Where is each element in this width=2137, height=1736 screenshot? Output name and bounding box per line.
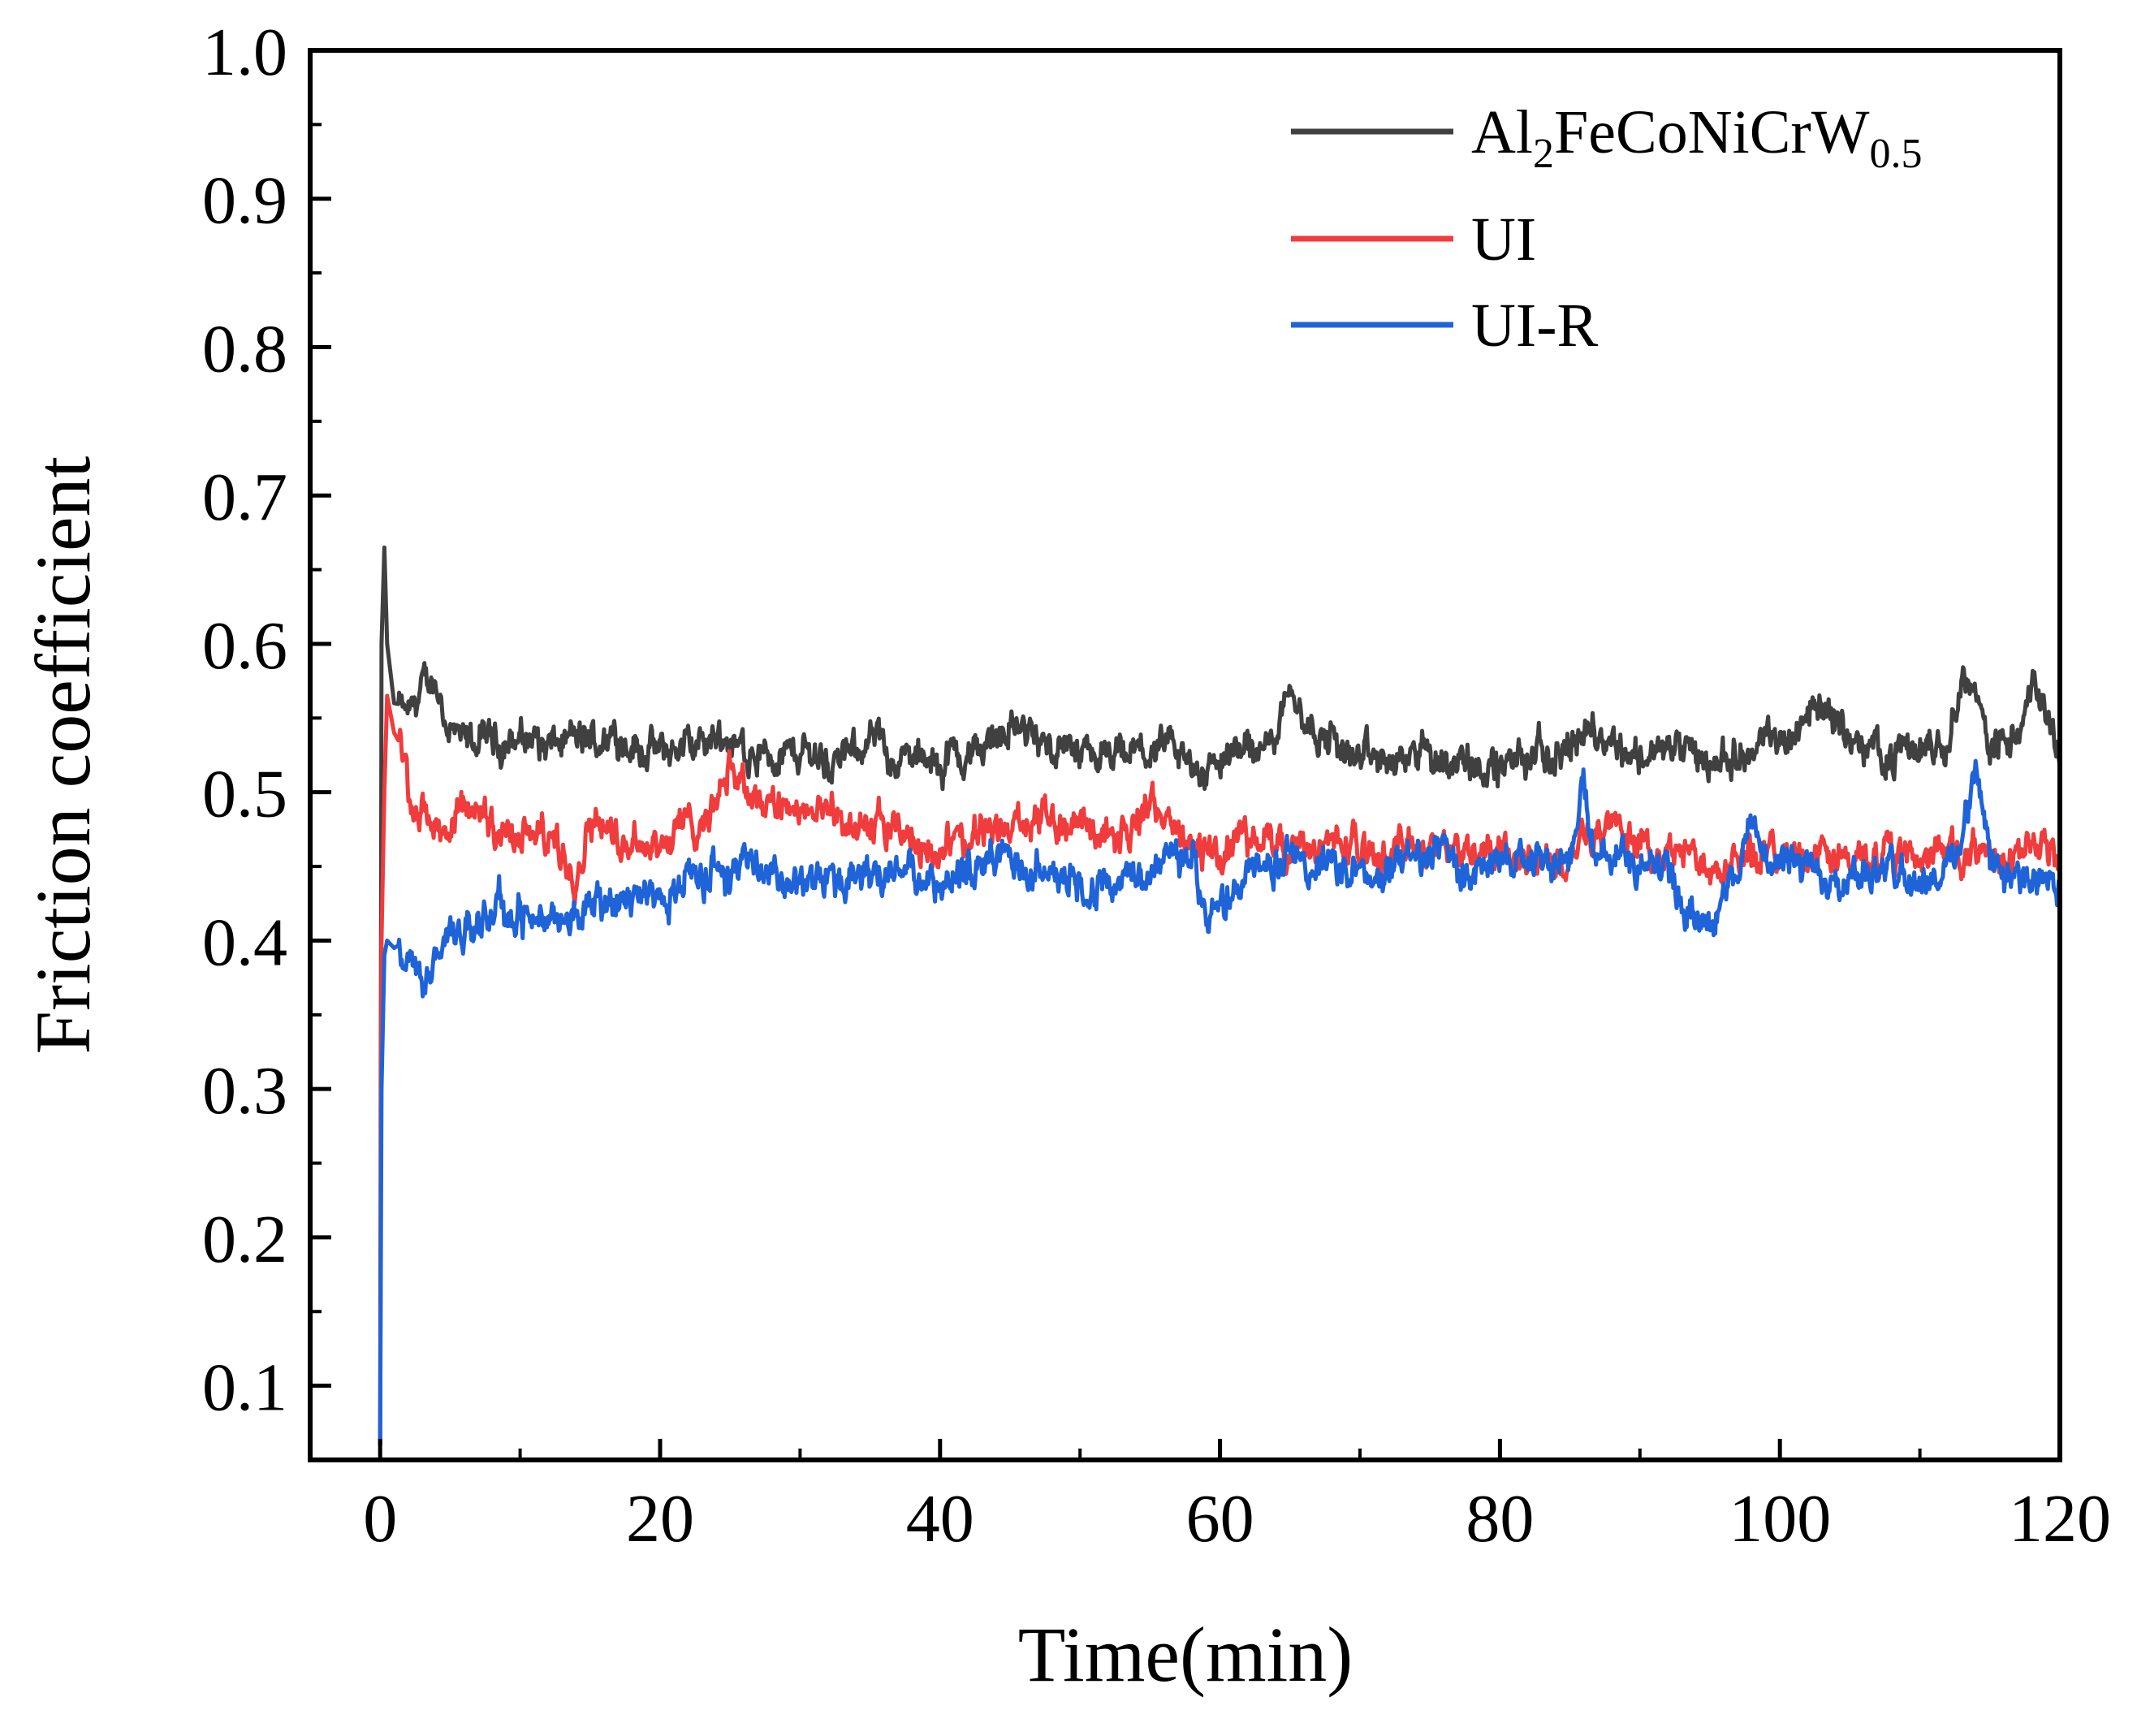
x-tick-label: 60 — [1186, 1481, 1254, 1557]
y-tick-label: 0.8 — [202, 311, 287, 386]
y-axis-title: Friction coefficient — [19, 456, 106, 1054]
series-line-2 — [378, 758, 2062, 1445]
legend-label-series-0-part1: Al — [1471, 98, 1533, 166]
y-tick-label: 0.2 — [202, 1202, 287, 1277]
legend-label-series-0-part2: FeCoNiCrW — [1554, 98, 1870, 166]
legend-label-series-1: UI — [1471, 205, 1536, 274]
x-tick-label: 0 — [363, 1481, 397, 1557]
x-axis-title: Time(min) — [1018, 1611, 1353, 1698]
x-tick-label: 40 — [906, 1481, 974, 1557]
y-tick-label: 1.0 — [202, 15, 287, 90]
y-tick-label: 0.5 — [202, 757, 287, 832]
legend-label-series-2: UI-R — [1471, 291, 1599, 360]
series-line-0 — [378, 545, 2062, 1445]
y-axis: 0.1 0.2 0.3 0.4 0.5 0.6 0.7 0.8 0.9 1.0 — [202, 15, 331, 1426]
legend-label-series-0-sub1: 2 — [1533, 131, 1554, 177]
legend-label-series-0-sub2: 0.5 — [1869, 131, 1922, 177]
x-tick-label: 80 — [1466, 1481, 1534, 1557]
y-tick-label: 0.3 — [202, 1053, 287, 1129]
legend-label-series-0: Al2FeCoNiCrW0.5 — [1471, 98, 1922, 177]
y-tick-label: 0.4 — [202, 905, 287, 980]
x-tick-label: 100 — [1729, 1481, 1831, 1557]
legend: Al2FeCoNiCrW0.5 UI UI-R — [1291, 98, 1922, 360]
y-tick-label: 0.6 — [202, 608, 287, 684]
series-line-1 — [378, 693, 2062, 1445]
x-tick-label: 120 — [2009, 1481, 2111, 1557]
y-tick-label: 0.1 — [202, 1350, 287, 1426]
x-tick-label: 20 — [626, 1481, 694, 1557]
y-tick-label: 0.7 — [202, 460, 287, 535]
plot-frame — [308, 48, 2062, 1462]
x-axis: 0 20 40 60 80 100 120 — [363, 1439, 2111, 1557]
series-layer — [378, 545, 2062, 1445]
y-tick-label: 0.9 — [202, 163, 287, 239]
